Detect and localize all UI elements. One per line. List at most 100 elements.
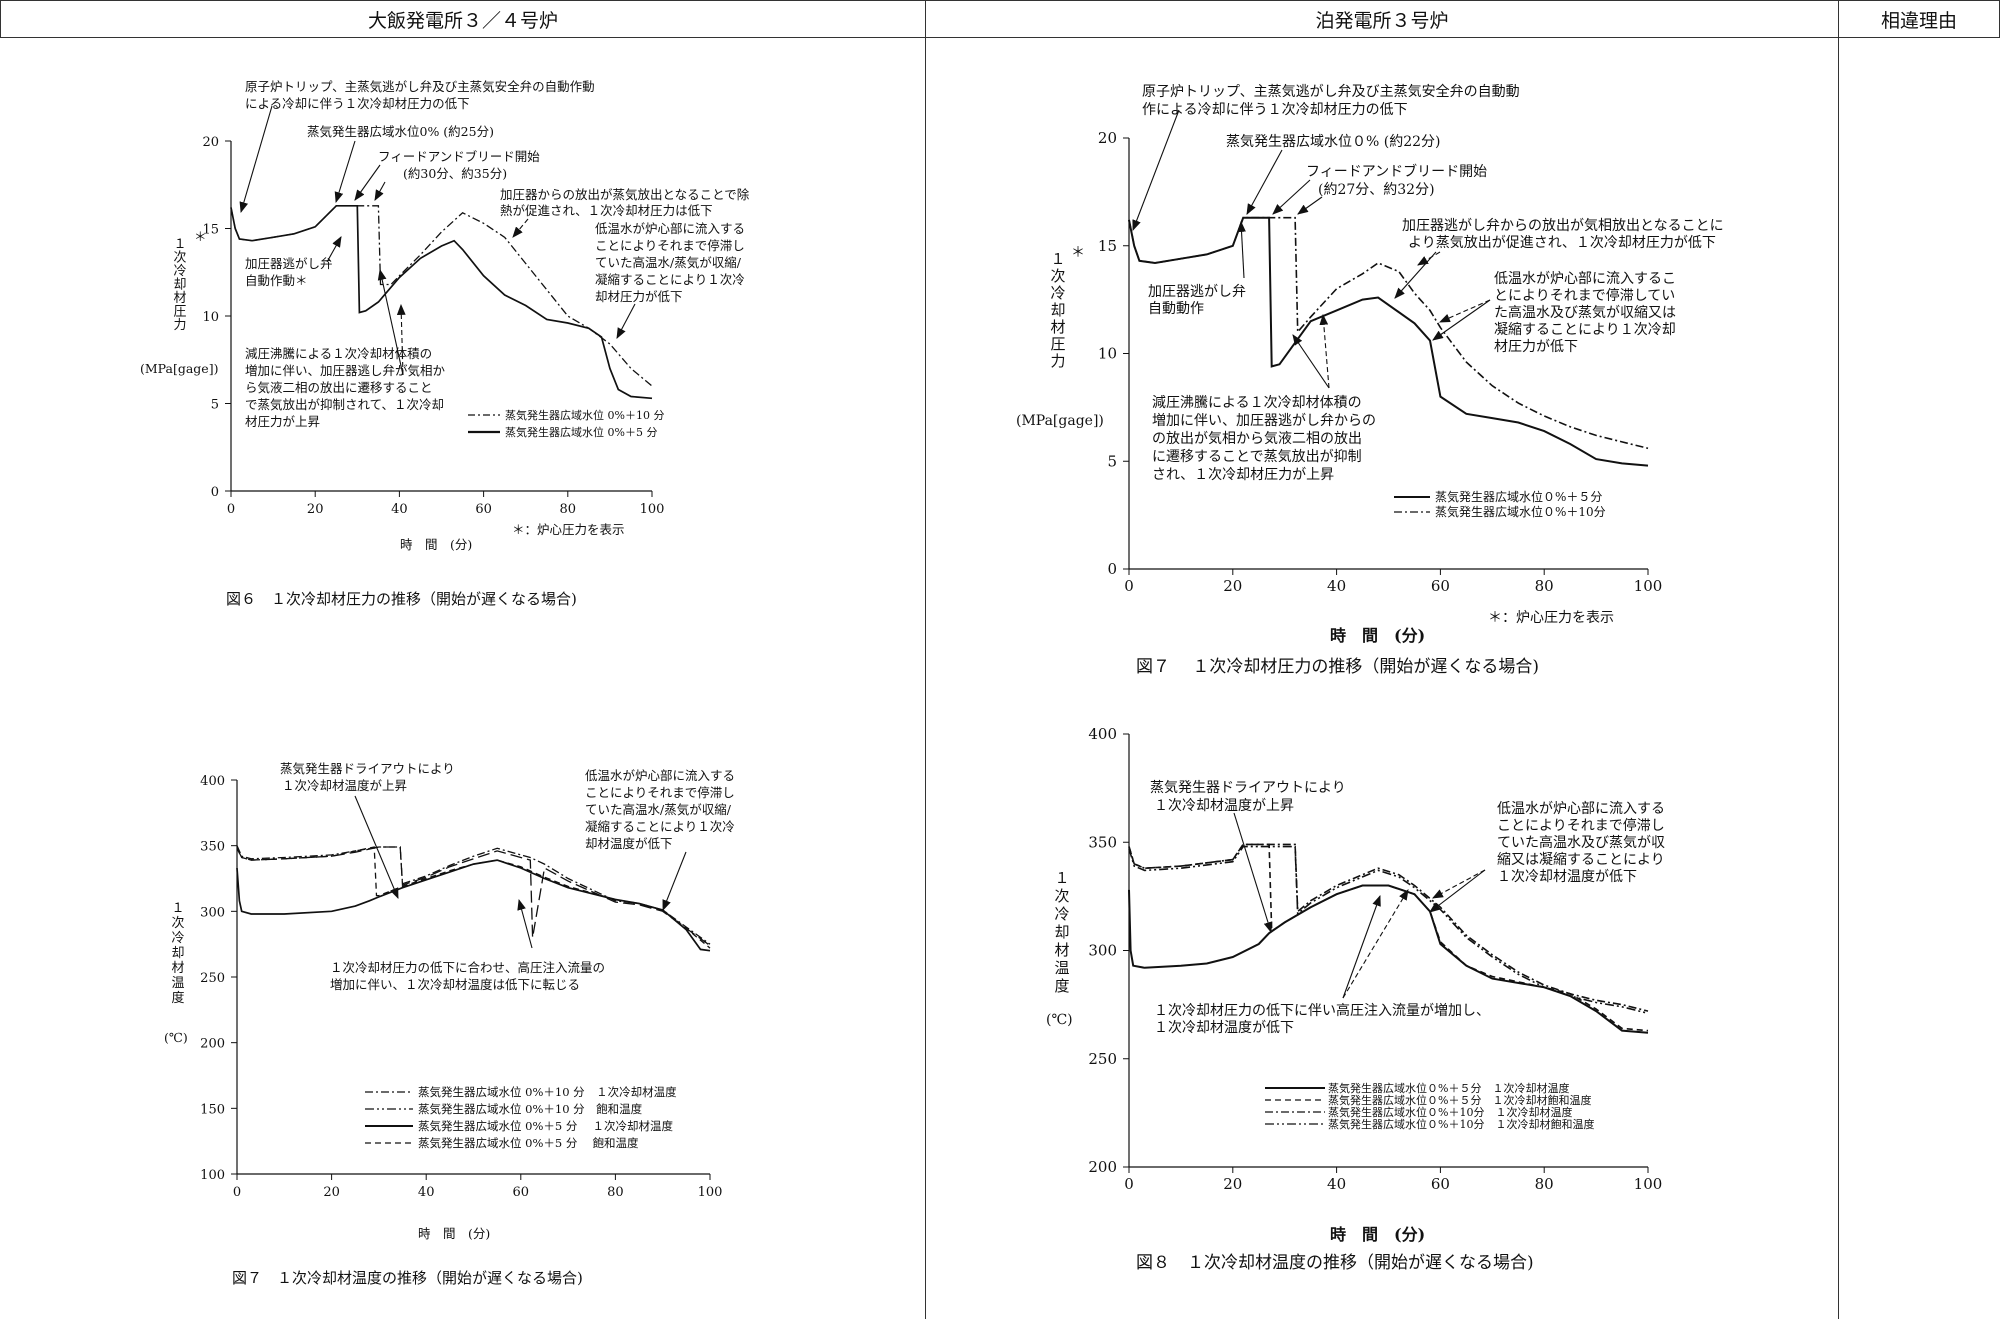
y-tick-label: 0: [211, 485, 219, 500]
left-pressure-ann7-l5: 材圧力が上昇: [245, 414, 320, 429]
left-temp-ann2-l4: 凝縮することにより１次冷: [585, 819, 735, 834]
y-label-char: 温: [171, 976, 184, 991]
left-temp-arrow-3: [517, 898, 533, 949]
left-pressure-xlabel: 時 間 (分): [400, 537, 472, 552]
y-tick-label: 300: [1088, 942, 1117, 960]
left-pressure-ann5-l3: ていた高温水/蒸気が収縮/: [595, 255, 742, 270]
right-pressure-ann6-l2: 自動動作: [1148, 301, 1204, 317]
right-pressure-arrow-1: [1132, 109, 1180, 232]
y-label-char: １: [1050, 250, 1065, 268]
left-pressure-ann1-l2: による冷却に伴う１次冷却材圧力の低下: [245, 96, 470, 111]
y-label-char: 次: [1054, 887, 1069, 905]
series-line-3: [1128, 843, 1649, 1012]
left-pressure-axes: 0 20 40 60 80 100 0 5 10 15 20: [202, 135, 664, 517]
left-pressure-ann2: 蒸気発生器広域水位0% (約25分): [307, 124, 494, 139]
right-temp-xlabel: 時 間 (分): [1330, 1225, 1425, 1244]
x-tick-label: 20: [323, 1185, 340, 1200]
right-pressure-arrow-3: [1272, 179, 1311, 215]
x-tick-label: 0: [1124, 577, 1134, 595]
right-temp-arrow-2: [1429, 869, 1486, 913]
right-pressure-arrow-9: [1237, 220, 1246, 279]
y-label-char: 次: [173, 250, 186, 266]
y-label-char: 圧: [173, 305, 186, 320]
y-label-char: 材: [173, 291, 186, 306]
left-pressure-arrow-4: [374, 181, 386, 201]
right-pressure-ylabel: １次冷却材圧力: [1050, 250, 1065, 370]
y-tick-label: 0: [1107, 560, 1117, 578]
right-temp-ann2-l4: 縮又は凝縮することにより: [1497, 852, 1665, 868]
y-label-char: 冷: [1054, 905, 1069, 923]
x-tick-label: 20: [307, 502, 324, 517]
left-temp-ylabel: １次冷却材温度: [171, 901, 184, 1006]
x-tick-label: 40: [418, 1185, 435, 1200]
right-pressure-ann5-l4: 凝縮することにより１次冷却: [1494, 322, 1676, 338]
left-pressure-chart: 0 20 40 60 80 100 0 5 10 15 20 ＊ １次冷却材圧力 (MPa[gage…: [140, 79, 750, 608]
left-temp-ann2-l1: 低温水が炉心部に流入する: [585, 768, 735, 783]
y-tick-label: 250: [200, 971, 225, 986]
right-temp-axes: 0 20 40 60 80 100 200 250 300 350 400: [1088, 725, 1662, 1193]
right-pressure-arrow-8: [1432, 299, 1491, 341]
left-temp-ann3-l1: １次冷却材圧力の低下に合わせ、高圧注入流量の: [330, 960, 605, 975]
left-pressure-ann5-l1: 低温水が炉心部に流入する: [595, 221, 745, 236]
x-tick-label: 20: [1223, 1175, 1242, 1193]
y-label-char: 温: [1054, 959, 1069, 977]
x-tick-label: 60: [513, 1185, 530, 1200]
right-pressure-caption: 図７ １次冷却材圧力の推移（開始が遅くなる場合): [1136, 657, 1539, 677]
left-pressure-arrow-6: [616, 303, 636, 339]
x-tick-label: 80: [560, 502, 577, 517]
left-pressure-arrow-8: [377, 268, 404, 376]
left-pressure-yunit: (MPa[gage]): [140, 361, 218, 376]
right-pressure-axes: 0 20 40 60 80 100 0 5 10 15 20: [1098, 129, 1662, 595]
y-tick-label: 15: [1098, 237, 1117, 255]
y-label-char: 力: [1050, 352, 1065, 370]
series-line-1: [1128, 216, 1649, 467]
right-pressure-ann7-l3: の放出が気相から気液二相の放出: [1152, 431, 1362, 447]
x-tick-label: 100: [640, 502, 665, 517]
right-temp-legend-label: 蒸気発生器広域水位０%＋10分 １次冷却材温度: [1328, 1105, 1572, 1119]
right-pressure-ann1-l1: 原子炉トリップ、主蒸気逃がし弁及び主蒸気安全弁の自動動: [1142, 83, 1520, 100]
left-pressure-ann6-l1: 加圧器逃がし弁: [245, 256, 333, 271]
right-pressure-arrow-5: [1394, 251, 1437, 299]
y-label-char: １: [171, 901, 184, 916]
right-temp-arrow-1: [1233, 812, 1273, 934]
column-divider-1: [925, 0, 926, 1319]
y-label-char: 冷: [173, 264, 186, 279]
left-temp-ann3-l2: 増加に伴い、１次冷却材温度は低下に転じる: [330, 977, 580, 992]
y-label-char: 力: [173, 318, 186, 333]
left-pressure-ann5-l5: 却材圧力が低下: [595, 289, 683, 304]
left-pressure-arrow-1: [239, 105, 273, 214]
left-pressure-ann1-l1: 原子炉トリップ、主蒸気逃がし弁及び主蒸気安全弁の自動作動: [245, 79, 595, 94]
y-label-char: 却: [171, 946, 184, 961]
header-right-label: 相違理由: [1880, 9, 1957, 32]
y-label-char: 度: [1054, 977, 1069, 995]
x-tick-label: 40: [391, 502, 408, 517]
x-tick-label: 0: [233, 1185, 241, 1200]
series-line-4: [236, 846, 711, 949]
right-temp-ann3-l1: １次冷却材圧力の低下に伴い高圧注入流量が増加し、: [1154, 1002, 1490, 1019]
y-tick-label: 400: [200, 774, 225, 789]
left-pressure-arrow-3: [354, 164, 381, 201]
y-tick-label: 300: [200, 905, 225, 920]
right-pressure-arrow-2: [1246, 149, 1283, 215]
right-pressure-ann5-l1: 低温水が炉心部に流入するこ: [1494, 271, 1676, 287]
right-pressure-ann7-l2: 増加に伴い、加圧器逃がし弁からの: [1152, 413, 1376, 429]
y-label-char: 次: [171, 915, 184, 931]
x-tick-label: 40: [1327, 1175, 1346, 1193]
left-temp-ann2-l2: ことによりそれまで停滞し: [585, 785, 735, 800]
x-tick-label: 100: [1634, 577, 1663, 595]
y-tick-label: 10: [202, 310, 219, 325]
right-pressure-xlabel: 時 間 (分): [1330, 626, 1425, 645]
right-temp-ann2-l5: １次冷却材温度が低下: [1497, 869, 1637, 885]
series-line-2: [236, 846, 711, 947]
left-pressure-ann3-l2: (約30分、約35分): [403, 166, 507, 181]
y-tick-label: 250: [1088, 1050, 1117, 1068]
left-pressure-ann6-l2: 自動作動＊: [245, 273, 308, 288]
right-pressure-arrow-11: [1319, 313, 1330, 389]
right-pressure-ann2: 蒸気発生器広域水位０% (約22分): [1226, 134, 1441, 150]
right-pressure-ann3-l1: フィードアンドブリード開始: [1306, 163, 1487, 180]
y-tick-label: 20: [1098, 129, 1117, 147]
left-temp-ann2-l5: 却材温度が低下: [585, 836, 673, 851]
left-temp-ann1-l2: １次冷却材温度が上昇: [282, 778, 407, 793]
y-label-char: 度: [171, 990, 184, 1006]
y-tick-label: 400: [1088, 725, 1117, 743]
